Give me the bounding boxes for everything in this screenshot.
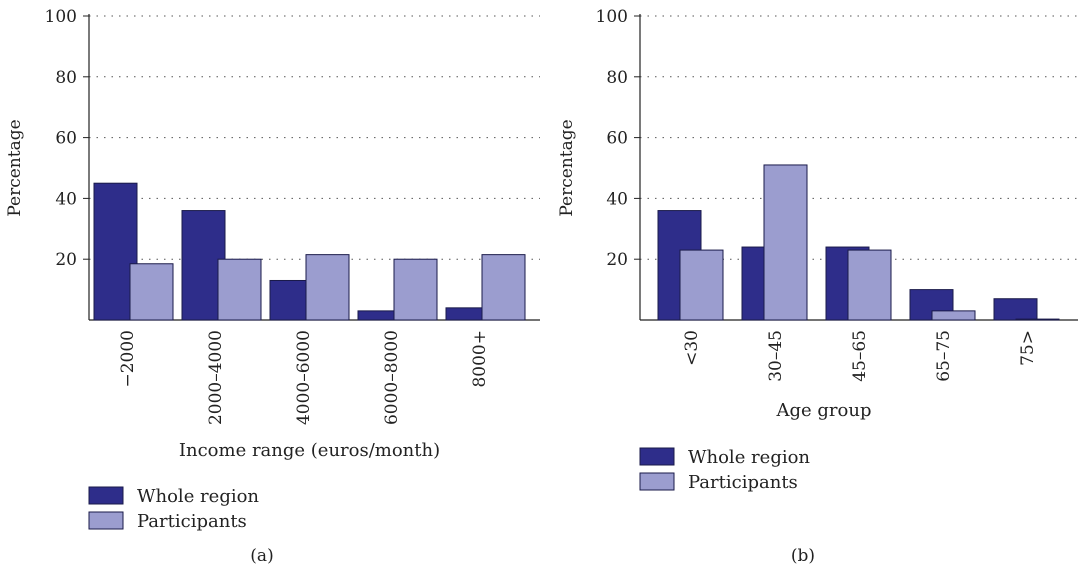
y-tick-label: 60 [55,129,77,149]
legend-swatch [639,447,675,466]
x-tick-label: <30 [682,330,702,366]
chart-panel-b: 20 40 60 80 100 <30 30–45 45–65 65–75 75> Percenta… [557,7,1078,566]
legend-swatch [639,472,675,491]
panel-label: (b) [791,546,815,566]
x-tick-label: 8000+ [470,330,490,388]
legend-label: Participants [137,511,247,532]
x-tick-label: 6000–8000 [382,330,402,425]
legend: Whole region Participants [639,447,810,493]
y-axis-label: Percentage [557,119,577,216]
y-axis-label: Percentage [5,119,25,216]
bar-participants [217,258,262,321]
legend: Whole region Participants [88,486,259,532]
y-tick-label: 100 [596,7,628,27]
y-tick-label: 80 [606,68,628,88]
legend-swatch [88,486,124,505]
bar-participants [393,258,438,321]
x-axis-label: Age group [776,400,872,421]
panel-label: (a) [250,546,273,566]
y-tick-label: 80 [55,68,77,88]
bar-participants [931,310,976,321]
x-tick-label: 45–65 [850,330,870,382]
bar-participants [763,164,808,321]
bar-participants [679,249,724,321]
bar-participants [847,249,892,321]
y-tick-label: 40 [606,189,628,209]
x-tick-label: −2000 [118,330,138,388]
y-tick-label: 20 [55,250,77,270]
x-tick-label: 75> [1018,330,1038,366]
legend-label: Participants [688,472,798,493]
legend-swatch [88,511,124,530]
legend-label: Whole region [137,486,259,507]
x-tick-label: 65–75 [934,330,954,382]
chart-panel-a: 20 40 60 80 100 −2000 2000–4000 4000–6000 6000–8… [5,7,540,566]
y-tick-label: 20 [606,250,628,270]
y-tick-label: 60 [606,129,628,149]
x-tick-label: 30–45 [766,330,786,382]
bar-whole-region [993,298,1038,321]
bar-participants [305,254,350,321]
y-tick-label: 100 [45,7,77,27]
bar-participants [481,254,526,321]
legend-label: Whole region [688,447,810,468]
bar-participants [1015,318,1060,321]
x-axis-label: Income range (euros/month) [179,440,440,461]
x-tick-label: 2000–4000 [206,330,226,425]
y-tick-label: 40 [55,189,77,209]
x-tick-label: 4000–6000 [294,330,314,425]
bar-participants [129,263,174,321]
